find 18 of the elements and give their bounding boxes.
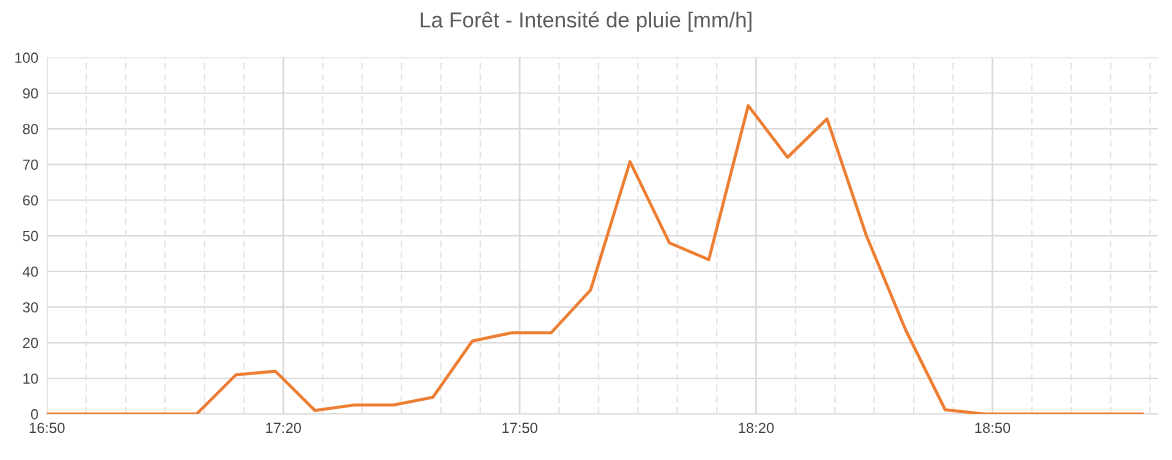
y-tick-label: 30	[22, 302, 38, 313]
y-tick-label: 90	[23, 88, 38, 99]
y-tick-label: 20	[23, 337, 38, 349]
x-tick-label: 17:50	[502, 422, 538, 434]
x-tick-label: 17:20	[266, 422, 301, 434]
y-tick-label: 10	[23, 373, 38, 384]
line-series	[46, 104, 1144, 414]
y-tick-label: 0	[31, 409, 38, 420]
x-tick-label: 18:50	[975, 422, 1011, 434]
y-tick-label: 50	[22, 230, 38, 242]
chart-title: La Forêt - Intensité de pluie [mm/h]	[420, 11, 752, 32]
y-tick-label: 60	[23, 195, 38, 206]
y-tick-label: 70	[23, 159, 38, 170]
y-tick-label: 40	[22, 266, 38, 277]
y-tick-label: 80	[22, 123, 38, 135]
x-tick-label: 16:50	[29, 422, 65, 434]
x-tick-label: 18:20	[738, 422, 774, 434]
y-tick-label: 100	[15, 52, 38, 63]
